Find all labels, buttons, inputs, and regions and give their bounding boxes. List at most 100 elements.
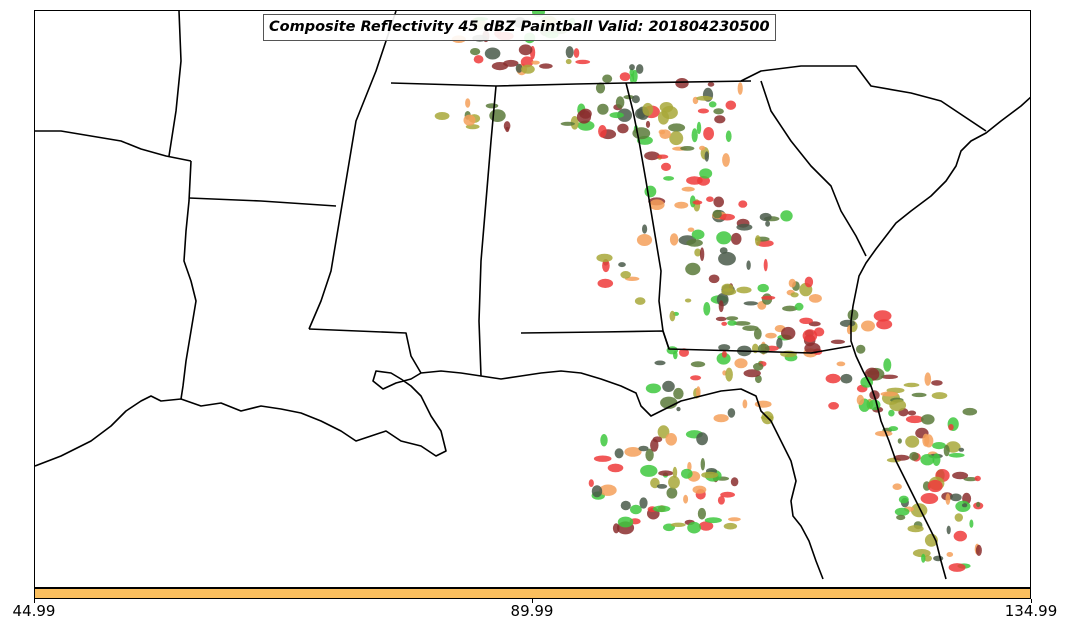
reflectivity-blob xyxy=(521,64,535,74)
reflectivity-blob xyxy=(717,496,725,505)
reflectivity-blob xyxy=(763,258,768,272)
reflectivity-blob xyxy=(649,199,665,210)
reflectivity-blob xyxy=(725,130,732,143)
reflectivity-blob xyxy=(931,392,948,400)
reflectivity-blob xyxy=(696,386,701,398)
reflectivity-blob xyxy=(976,501,981,508)
reflectivity-blob xyxy=(907,525,924,533)
reflectivity-blob xyxy=(924,434,934,448)
reflectivity-blob xyxy=(640,464,658,477)
texas-louisiana-border xyxy=(180,160,197,400)
reflectivity-blob xyxy=(746,260,751,271)
reflectivity-blob xyxy=(718,344,731,351)
reflectivity-blob xyxy=(697,507,707,520)
reflectivity-blob xyxy=(698,521,714,531)
reflectivity-blob xyxy=(591,485,603,498)
reflectivity-blob xyxy=(597,278,614,288)
reflectivity-blob xyxy=(595,82,606,94)
boundaries-layer xyxy=(35,11,1030,580)
reflectivity-blob xyxy=(713,414,729,423)
reflectivity-blob xyxy=(634,297,646,305)
reflectivity-blob xyxy=(776,337,783,349)
reflectivity-blob xyxy=(485,103,499,109)
reflectivity-blob xyxy=(722,153,730,167)
reflectivity-blob xyxy=(728,517,741,522)
reflectivity-blob xyxy=(840,373,853,384)
reflectivity-blob xyxy=(638,445,649,452)
reflectivity-blob xyxy=(575,59,591,65)
reflectivity-blob xyxy=(911,392,927,398)
reflectivity-blob xyxy=(617,516,634,528)
reflectivity-blob xyxy=(602,259,610,273)
reflectivity-blob xyxy=(945,493,951,505)
reflectivity-blob xyxy=(933,555,944,562)
reflectivity-blob xyxy=(961,503,968,508)
reflectivity-blob xyxy=(686,239,703,247)
reflectivity-blob xyxy=(696,432,708,446)
reflectivity-blob xyxy=(703,127,714,141)
reflectivity-blob xyxy=(718,251,736,266)
reflectivity-blob xyxy=(666,487,678,499)
reflectivity-blob xyxy=(639,497,648,509)
reflectivity-blob xyxy=(686,176,703,185)
colorbar-label-mid: 89.99 xyxy=(510,602,554,620)
reflectivity-blob xyxy=(958,447,965,452)
reflectivity-blob xyxy=(644,151,660,161)
reflectivity-blob xyxy=(470,48,481,56)
alabama-georgia-border xyxy=(625,82,670,350)
reflectivity-blob xyxy=(923,555,932,562)
reflectivity-blob xyxy=(463,114,476,126)
reflectivity-blob xyxy=(676,406,681,412)
reflectivity-blob xyxy=(539,63,553,69)
reflectivity-blob xyxy=(687,461,692,472)
gulf-coastline xyxy=(35,370,824,580)
reflectivity-blob xyxy=(946,552,954,557)
reflectivity-blob xyxy=(948,563,966,572)
reflectivity-blob xyxy=(629,64,635,71)
reflectivity-blob xyxy=(636,64,644,74)
reflectivity-blob xyxy=(765,220,770,227)
reflectivity-blob xyxy=(593,455,612,462)
reflectivity-blob xyxy=(690,361,706,368)
reflectivity-blob xyxy=(696,121,702,135)
colorbar-label-min: 44.99 xyxy=(12,602,56,620)
reflectivity-blob xyxy=(825,373,841,384)
reflectivity-blob xyxy=(706,196,714,202)
reflectivity-blob xyxy=(615,96,625,109)
arkansas-west-border xyxy=(168,11,182,157)
reflectivity-blob xyxy=(662,380,675,392)
colorbar-tick-mid xyxy=(532,599,533,603)
reflectivity-blob xyxy=(631,95,640,104)
reflectivity-blob xyxy=(689,195,696,208)
reflectivity-blob xyxy=(847,309,859,321)
reflectivity-blob xyxy=(975,544,982,557)
reflectivity-blob xyxy=(830,339,846,344)
map-panel[interactable] xyxy=(34,10,1031,588)
reflectivity-blob xyxy=(896,514,906,521)
reflectivity-blob xyxy=(620,271,631,279)
reflectivity-blob xyxy=(618,262,626,268)
reflectivity-blob xyxy=(905,415,924,424)
reflectivity-blob xyxy=(974,475,981,482)
reflectivity-blob xyxy=(659,129,671,139)
reflectivity-blob xyxy=(743,301,758,306)
map-canvas xyxy=(35,11,1030,580)
colorbar-label-max: 134.99 xyxy=(1004,602,1058,620)
reflectivity-blob xyxy=(932,442,946,450)
reflectivity-blob xyxy=(969,519,974,528)
reflectivity-blob xyxy=(804,276,814,288)
reflectivity-blob xyxy=(921,414,935,425)
reflectivity-blob xyxy=(781,326,796,340)
reflectivity-blob xyxy=(903,382,920,388)
reflectivity-blob xyxy=(897,438,902,444)
reflectivity-blob xyxy=(753,362,764,371)
reflectivity-blob xyxy=(721,283,734,292)
reflectivity-blob xyxy=(759,212,772,222)
reflectivity-blob xyxy=(656,484,668,489)
reflectivity-blob xyxy=(701,471,719,479)
reflectivity-blob xyxy=(669,233,679,246)
reflectivity-blob xyxy=(828,402,839,410)
reflectivity-blob xyxy=(723,522,738,530)
reflectivity-blob xyxy=(642,224,648,234)
reflectivity-blob xyxy=(909,451,919,461)
